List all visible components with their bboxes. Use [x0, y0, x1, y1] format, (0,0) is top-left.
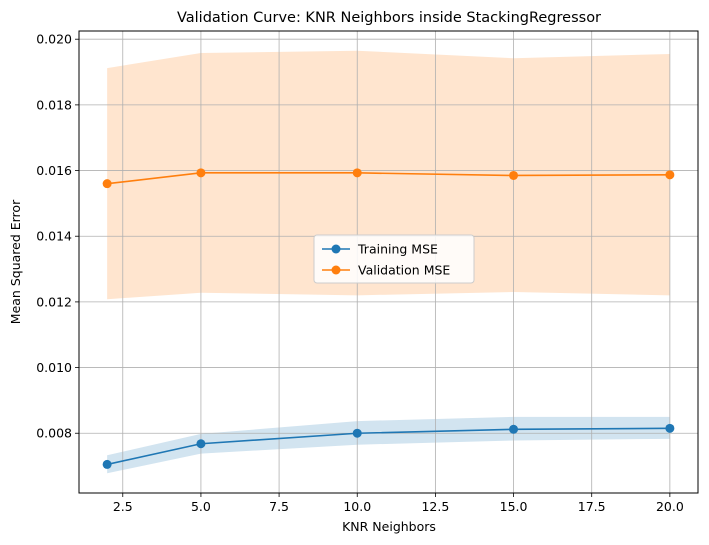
y-tick-label: 0.016: [36, 163, 72, 178]
x-tick-label: 17.5: [578, 499, 606, 514]
point-validation-mse: [509, 170, 519, 180]
y-tick-label: 0.020: [36, 32, 72, 47]
y-tick-label: 0.010: [36, 360, 72, 375]
chart-title: Validation Curve: KNR Neighbors inside S…: [177, 10, 601, 26]
legend-marker-validation-mse: [331, 265, 341, 275]
plot-frame: [78, 30, 699, 494]
point-training-mse: [196, 439, 206, 449]
x-axis-label: KNR Neighbors: [342, 519, 436, 534]
x-tick-label: 10.0: [343, 499, 371, 514]
legend-label-validation-mse: Validation MSE: [358, 263, 450, 278]
legend-marker-training-mse: [331, 244, 341, 254]
y-tick-label: 0.014: [36, 229, 72, 244]
x-tick-label: 15.0: [500, 499, 528, 514]
point-training-mse: [352, 428, 362, 438]
y-axis-ticks: 0.008 0.010 0.012 0.014 0.016 0.018 0.020: [36, 32, 79, 441]
x-tick-label: 5.0: [191, 499, 211, 514]
x-tick-label: 7.5: [269, 499, 289, 514]
x-tick-label: 2.5: [113, 499, 133, 514]
band-training-mse: [107, 416, 670, 474]
y-axis-label: Mean Squared Error: [8, 199, 23, 324]
point-training-mse: [509, 424, 519, 434]
confidence-bands: [107, 50, 670, 474]
legend: Training MSE Validation MSE: [313, 234, 475, 284]
point-training-mse: [102, 459, 112, 469]
y-tick-label: 0.012: [36, 294, 72, 309]
point-validation-mse: [196, 168, 206, 178]
x-tick-label: 20.0: [656, 499, 684, 514]
x-axis-ticks: 2.5 5.0 7.5 10.0 12.5 15.0 17.5 20.0: [113, 493, 684, 514]
point-training-mse: [665, 423, 675, 433]
band-validation-mse: [107, 50, 670, 300]
point-validation-mse: [102, 179, 112, 189]
point-validation-mse: [665, 170, 675, 180]
x-tick-label: 12.5: [421, 499, 449, 514]
legend-label-training-mse: Training MSE: [357, 242, 438, 257]
point-validation-mse: [352, 168, 362, 178]
series-lines: [102, 168, 675, 469]
y-tick-label: 0.018: [36, 97, 72, 112]
y-tick-label: 0.008: [36, 426, 72, 441]
legend-box: [313, 234, 475, 284]
